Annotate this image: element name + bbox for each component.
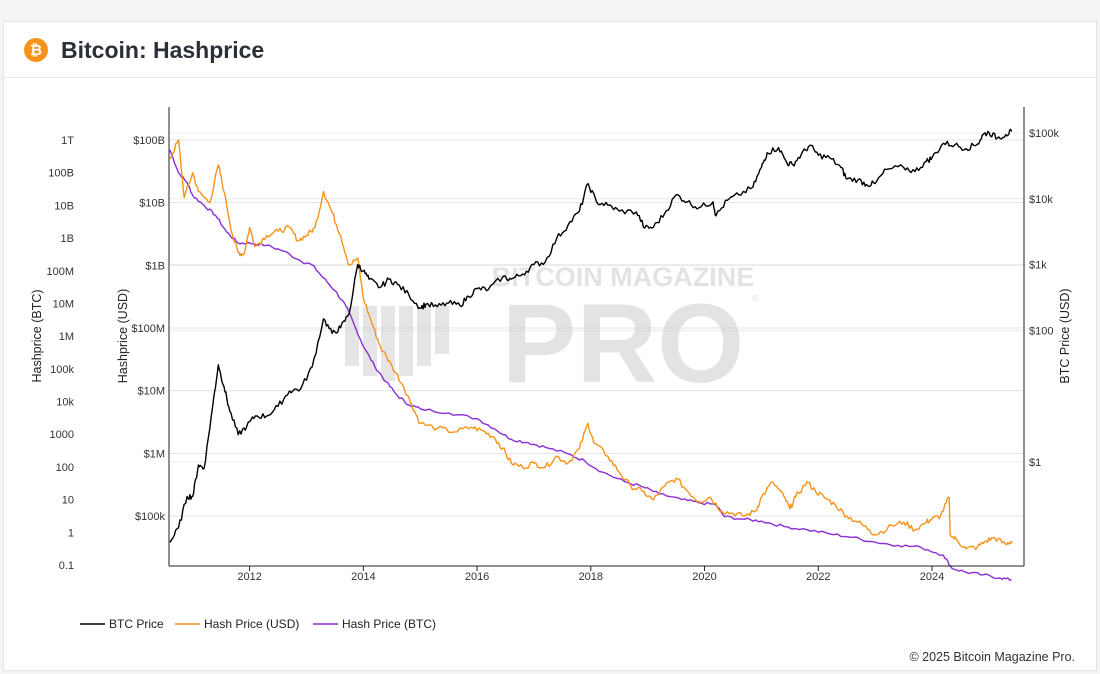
card-header: ₿ Bitcoin: Hashprice bbox=[4, 22, 1096, 78]
xtick-5: 2022 bbox=[806, 571, 830, 583]
watermark: BITCOIN MAGAZINE PRO ® bbox=[345, 262, 760, 406]
series-group bbox=[169, 128, 1013, 581]
tick-hashprice-btc-7: 100k bbox=[50, 364, 74, 376]
chart-card: ₿ Bitcoin: Hashprice © 2025 Bitcoin Maga… bbox=[3, 21, 1097, 671]
axis-title-hashprice-usd: Hashprice (USD) bbox=[116, 289, 130, 383]
tick-hashprice-btc-11: 10 bbox=[62, 495, 74, 507]
tick-hashprice-btc-8: 10k bbox=[56, 397, 74, 409]
tick-hashprice-btc-3: 1B bbox=[61, 233, 74, 245]
legend-label-1: Hash Price (USD) bbox=[204, 617, 299, 631]
page-title: Bitcoin: Hashprice bbox=[61, 37, 265, 63]
tick-btc-price-1: $10k bbox=[1029, 194, 1053, 206]
tick-hashprice-btc-0: 1T bbox=[61, 135, 74, 147]
xtick-0: 2012 bbox=[237, 571, 261, 583]
axis-ticks: $100B $10B $1B $100M $10M $1M $100k $100k $10k $1… bbox=[46, 128, 1059, 583]
tick-usd-6: $100k bbox=[135, 511, 165, 523]
axis-title-btc-price: BTC Price (USD) bbox=[1058, 288, 1072, 383]
watermark-mark: ® bbox=[752, 294, 760, 305]
legend-item-0[interactable]: BTC Price bbox=[80, 617, 164, 631]
watermark-line1: BITCOIN MAGAZINE bbox=[492, 262, 755, 292]
xtick-2: 2016 bbox=[465, 571, 489, 583]
watermark-line2: PRO bbox=[502, 281, 745, 406]
xtick-4: 2020 bbox=[692, 571, 716, 583]
tick-usd-3: $100M bbox=[131, 323, 165, 335]
tick-hashprice-btc-2: 10B bbox=[54, 200, 74, 212]
tick-btc-price-4: $1 bbox=[1029, 457, 1041, 469]
legend-item-1[interactable]: Hash Price (USD) bbox=[175, 617, 299, 631]
tick-hashprice-btc-12: 1 bbox=[68, 527, 74, 539]
xtick-1: 2014 bbox=[351, 571, 375, 583]
tick-hashprice-btc-9: 1000 bbox=[50, 429, 74, 441]
tick-btc-price-2: $1k bbox=[1029, 260, 1047, 272]
legend-item-2[interactable]: Hash Price (BTC) bbox=[313, 617, 436, 631]
tick-hashprice-btc-1: 100B bbox=[48, 168, 74, 180]
hashprice-chart[interactable]: BITCOIN MAGAZINE PRO ® $100B $10B $1B $100M… bbox=[0, 21, 1100, 674]
xtick-3: 2018 bbox=[579, 571, 603, 583]
series-line-hash-price-usd[interactable] bbox=[169, 139, 1013, 551]
legend-label-0: BTC Price bbox=[109, 617, 164, 631]
xtick-6: 2024 bbox=[920, 571, 944, 583]
tick-hashprice-btc-6: 1M bbox=[59, 331, 74, 343]
axis-title-hashprice-btc: Hashprice (BTC) bbox=[30, 289, 44, 382]
series-line-hash-price-btc[interactable] bbox=[169, 149, 1012, 581]
plot-frame bbox=[168, 107, 1025, 567]
series-line-btc-price[interactable] bbox=[169, 128, 1013, 543]
tick-btc-price-0: $100k bbox=[1029, 128, 1059, 140]
tick-usd-1: $10B bbox=[139, 198, 165, 210]
chart-legend[interactable]: BTC Price Hash Price (USD) Hash Price (BTC… bbox=[80, 617, 436, 631]
tick-usd-0: $100B bbox=[133, 135, 165, 147]
tick-btc-price-3: $100 bbox=[1029, 325, 1053, 337]
copyright-text: © 2025 Bitcoin Magazine Pro. bbox=[909, 650, 1075, 664]
watermark-logo-icon bbox=[345, 306, 449, 381]
bitcoin-logo-icon: ₿ bbox=[24, 38, 48, 62]
tick-usd-5: $1M bbox=[144, 448, 165, 460]
tick-usd-4: $10M bbox=[137, 386, 165, 398]
legend-label-2: Hash Price (BTC) bbox=[342, 617, 436, 631]
tick-hashprice-btc-5: 10M bbox=[53, 298, 74, 310]
tick-hashprice-btc-4: 100M bbox=[46, 266, 74, 278]
tick-hashprice-btc-10: 100 bbox=[56, 462, 74, 474]
tick-hashprice-btc-13: 0.1 bbox=[59, 560, 74, 572]
tick-usd-2: $1B bbox=[145, 260, 165, 272]
